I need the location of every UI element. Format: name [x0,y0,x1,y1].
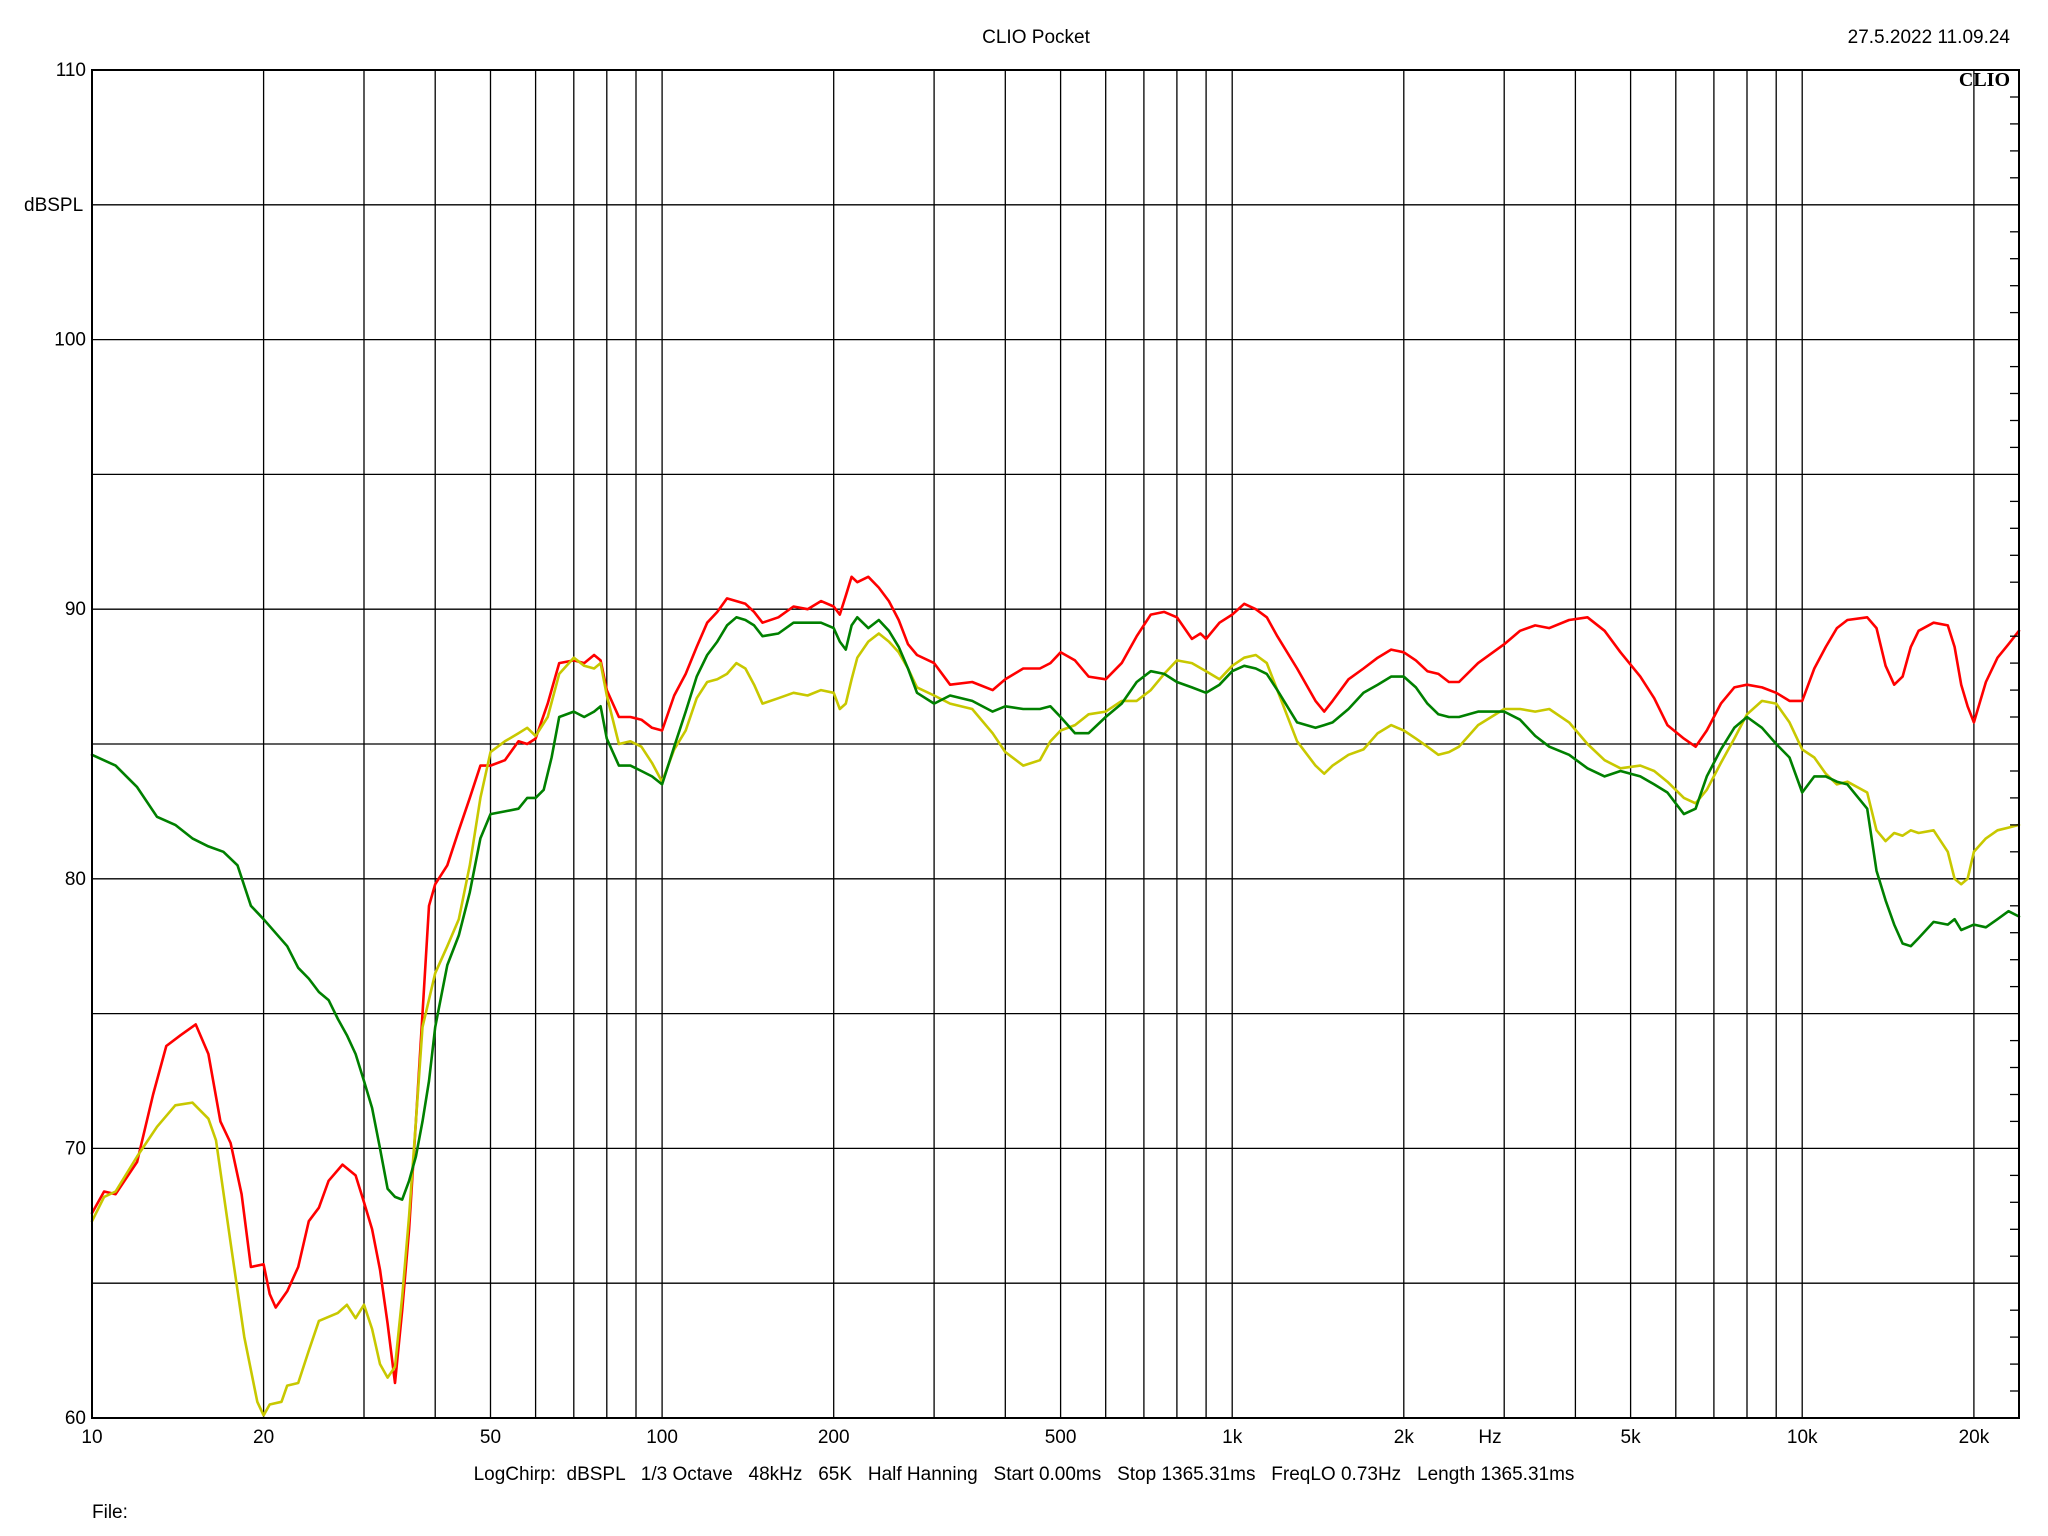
measurement-settings: LogChirp: dBSPL 1/3 Octave 48kHz 65K Hal… [474,1464,1575,1485]
x-tick-label: 10 [81,1427,102,1448]
right-minor-ticks [2010,96,2019,1392]
x-tick-label: 1k [1222,1427,1243,1448]
x-tick-label: 500 [1045,1427,1077,1448]
y-tick-labels: 60 70 80 90 100 110 [54,60,86,1429]
y-tick-label: 90 [65,599,86,620]
x-tick-label: 50 [480,1427,501,1448]
x-tick-label: 2k [1394,1427,1415,1448]
y-tick-label: 110 [56,60,86,81]
series-red-line [90,575,2021,1385]
y-tick-label: 60 [65,1408,86,1429]
y-tick-label: 100 [54,330,86,351]
grid-lines [92,70,2019,1418]
series-green-line [90,616,2021,1201]
chart-title: CLIO Pocket [982,27,1090,48]
x-tick-label: 100 [646,1427,678,1448]
plot-frame [91,69,2020,1419]
y-tick-label: 80 [65,869,86,890]
series-yellow-line [90,632,2021,1417]
x-tick-label: 200 [818,1427,850,1448]
x-tick-label: 5k [1621,1427,1642,1448]
x-tick-label: 20k [1959,1427,1990,1448]
clio-logo: CLIO [1959,69,2010,91]
x-tick-label: 20 [253,1427,274,1448]
x-tick-labels: 10 20 50 100 200 500 1k 2k 5k 10k 20k [81,1427,1989,1448]
series-layer [90,575,2021,1417]
y-axis-label: dBSPL [24,195,83,216]
x-axis-label: Hz [1478,1427,1501,1448]
timestamp: 27.5.2022 11.09.24 [1848,27,2011,48]
x-tick-label: 10k [1787,1427,1818,1448]
y-tick-label: 70 [65,1138,86,1159]
file-label: File: [92,1502,128,1523]
